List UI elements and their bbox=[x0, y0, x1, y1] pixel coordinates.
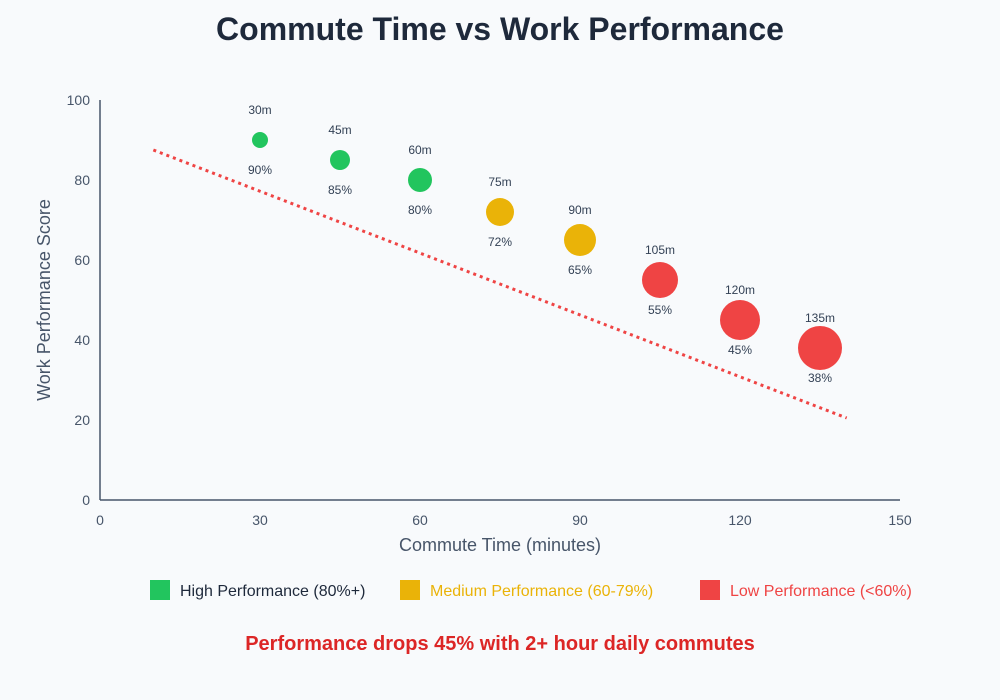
point-commute-label: 105m bbox=[645, 243, 675, 257]
y-tick-label: 40 bbox=[74, 332, 90, 348]
point-score-label: 90% bbox=[248, 163, 272, 177]
y-tick-label: 100 bbox=[67, 92, 91, 108]
data-point bbox=[486, 198, 514, 226]
x-axis-label: Commute Time (minutes) bbox=[399, 535, 601, 555]
point-commute-label: 30m bbox=[248, 103, 271, 117]
trend-line bbox=[152, 148, 848, 420]
data-point bbox=[798, 326, 842, 370]
legend-swatch-medium bbox=[400, 580, 420, 600]
data-point bbox=[564, 224, 596, 256]
x-tick-label: 0 bbox=[96, 512, 104, 528]
annotation: Performance drops 45% with 2+ hour daily… bbox=[245, 633, 755, 655]
legend-label-high: High Performance (80%+) bbox=[180, 583, 365, 600]
y-tick-label: 0 bbox=[82, 492, 90, 508]
x-tick-label: 60 bbox=[412, 512, 428, 528]
point-commute-label: 120m bbox=[725, 283, 755, 297]
legend-swatch-low bbox=[700, 580, 720, 600]
point-commute-label: 60m bbox=[408, 143, 431, 157]
x-tick-label: 90 bbox=[572, 512, 588, 528]
y-tick-label: 80 bbox=[74, 172, 90, 188]
chart-title: Commute Time vs Work Performance bbox=[216, 11, 784, 47]
y-tick-label: 60 bbox=[74, 252, 90, 268]
legend-swatch-high bbox=[150, 580, 170, 600]
point-score-label: 38% bbox=[808, 371, 832, 385]
y-axis-label: Work Performance Score bbox=[34, 199, 54, 401]
point-score-label: 85% bbox=[328, 183, 352, 197]
point-score-label: 65% bbox=[568, 263, 592, 277]
data-point bbox=[720, 300, 760, 340]
y-tick-label: 20 bbox=[74, 412, 90, 428]
x-tick-label: 150 bbox=[888, 512, 912, 528]
point-commute-label: 75m bbox=[488, 175, 511, 189]
legend-label-medium: Medium Performance (60-79%) bbox=[430, 583, 653, 600]
data-point bbox=[408, 168, 432, 192]
data-point bbox=[330, 150, 350, 170]
point-score-label: 55% bbox=[648, 303, 672, 317]
x-tick-label: 30 bbox=[252, 512, 268, 528]
point-commute-label: 45m bbox=[328, 123, 351, 137]
point-score-label: 80% bbox=[408, 203, 432, 217]
x-tick-label: 120 bbox=[728, 512, 752, 528]
legend-label-low: Low Performance (<60%) bbox=[730, 583, 912, 600]
point-score-label: 72% bbox=[488, 235, 512, 249]
point-commute-label: 90m bbox=[568, 203, 591, 217]
data-point bbox=[642, 262, 678, 298]
data-point bbox=[252, 132, 268, 148]
point-commute-label: 135m bbox=[805, 311, 835, 325]
point-score-label: 45% bbox=[728, 343, 752, 357]
